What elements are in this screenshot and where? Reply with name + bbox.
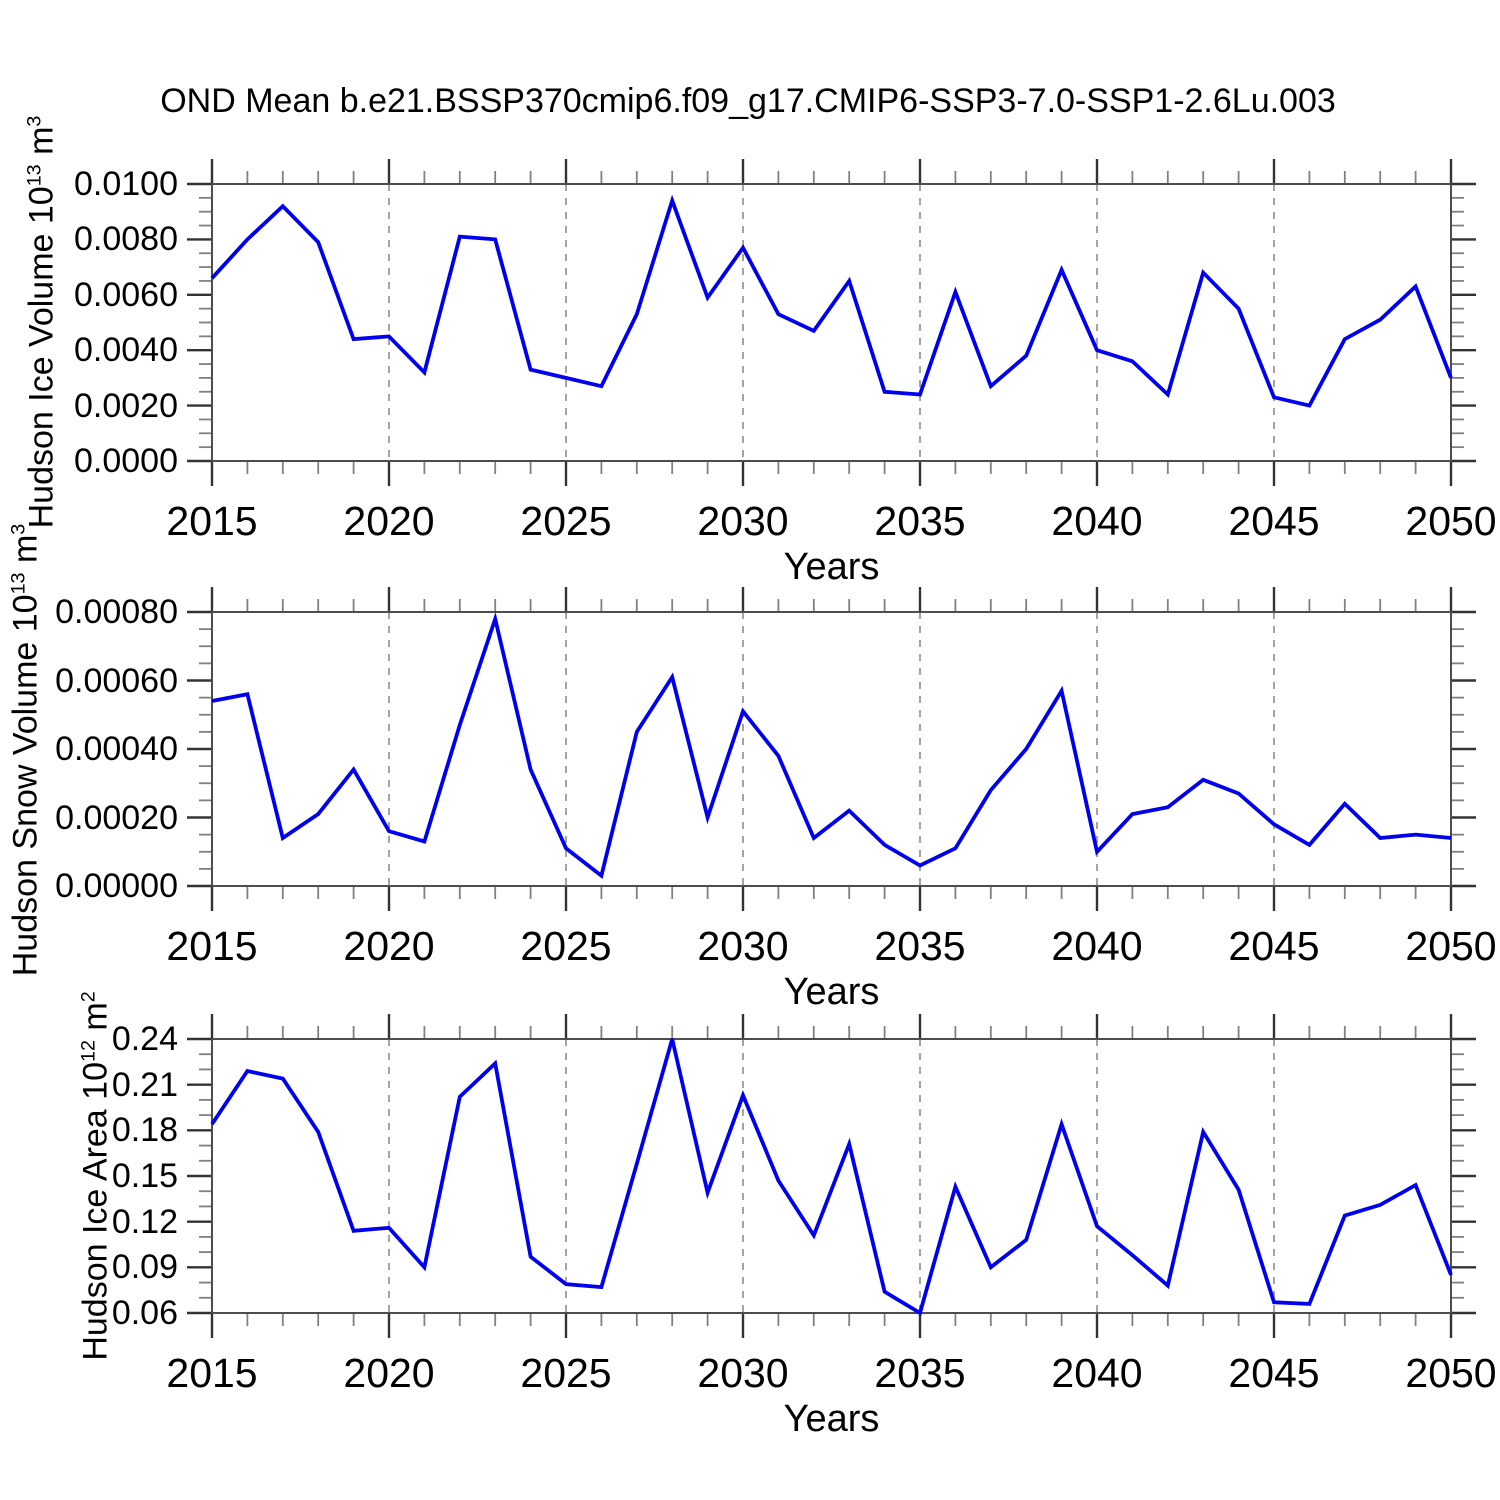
y-tick-label: 0.0000	[74, 442, 178, 480]
x-tick-label: 2045	[1228, 923, 1320, 969]
x-tick-label: 2030	[697, 923, 789, 969]
y-tick-label: 0.15	[111, 1157, 178, 1195]
x-tick-label: 2050	[1405, 1350, 1497, 1396]
plot-frame	[211, 1038, 1452, 1314]
x-tick-label: 2025	[520, 923, 612, 969]
y-tick-label: 0.0100	[74, 165, 178, 203]
x-tick-label: 2045	[1228, 498, 1320, 544]
x-tick-label: 2020	[343, 923, 435, 969]
y-tick-label: 0.0020	[74, 386, 178, 425]
y-tick-label: 0.24	[111, 1020, 178, 1058]
x-tick-label: 2015	[166, 923, 258, 969]
x-tick-label: 2050	[1405, 498, 1497, 544]
x-tick-label: 2015	[166, 1350, 258, 1396]
x-tick-label: 2035	[874, 923, 966, 969]
x-tick-label: 2030	[697, 498, 789, 544]
x-tick-label: 2035	[874, 1350, 966, 1396]
x-tick-label: 2025	[520, 498, 612, 544]
x-tick-label: 2040	[1051, 1350, 1143, 1396]
x-axis-title: Years	[783, 1398, 880, 1440]
plot-frame	[211, 611, 1452, 887]
x-tick-label: 2020	[343, 1350, 435, 1396]
y-tick-label: 0.12	[111, 1202, 178, 1241]
y-tick-label: 0.09	[111, 1248, 178, 1287]
data-line-hudson-snow-volume	[211, 611, 1452, 879]
x-axis-title: Years	[783, 546, 880, 588]
y-tick-label: 0.18	[111, 1111, 178, 1150]
plot-frame	[211, 183, 1452, 462]
y-tick-label: 0.21	[111, 1065, 178, 1104]
x-tick-label: 2040	[1051, 923, 1143, 969]
x-tick-label: 2015	[166, 498, 258, 544]
x-tick-label: 2035	[874, 498, 966, 544]
y-tick-label: 0.00020	[55, 798, 178, 837]
x-tick-label: 2045	[1228, 1350, 1320, 1396]
chart-title: OND Mean b.e21.BSSP370cmip6.f09_g17.CMIP…	[160, 82, 1336, 120]
x-tick-label: 2020	[343, 498, 435, 544]
data-line-hudson-ice-volume	[210, 194, 1453, 408]
x-tick-label: 2050	[1405, 923, 1497, 969]
y-tick-label: 0.00000	[55, 867, 178, 905]
x-axis-title: Years	[783, 971, 880, 1013]
x-tick-label: 2040	[1051, 498, 1143, 544]
y-tick-label: 0.00060	[55, 661, 178, 700]
y-tick-label: 0.06	[111, 1294, 178, 1332]
x-tick-label: 2025	[520, 1350, 612, 1396]
y-tick-label: 0.00080	[55, 593, 178, 631]
y-tick-label: 0.0040	[74, 331, 178, 370]
data-line-hudson-ice-area	[210, 1038, 1453, 1316]
y-tick-label: 0.00040	[55, 730, 178, 768]
y-tick-label: 0.0080	[74, 220, 178, 259]
y-tick-label: 0.0060	[74, 275, 178, 314]
x-tick-label: 2030	[697, 1350, 789, 1396]
